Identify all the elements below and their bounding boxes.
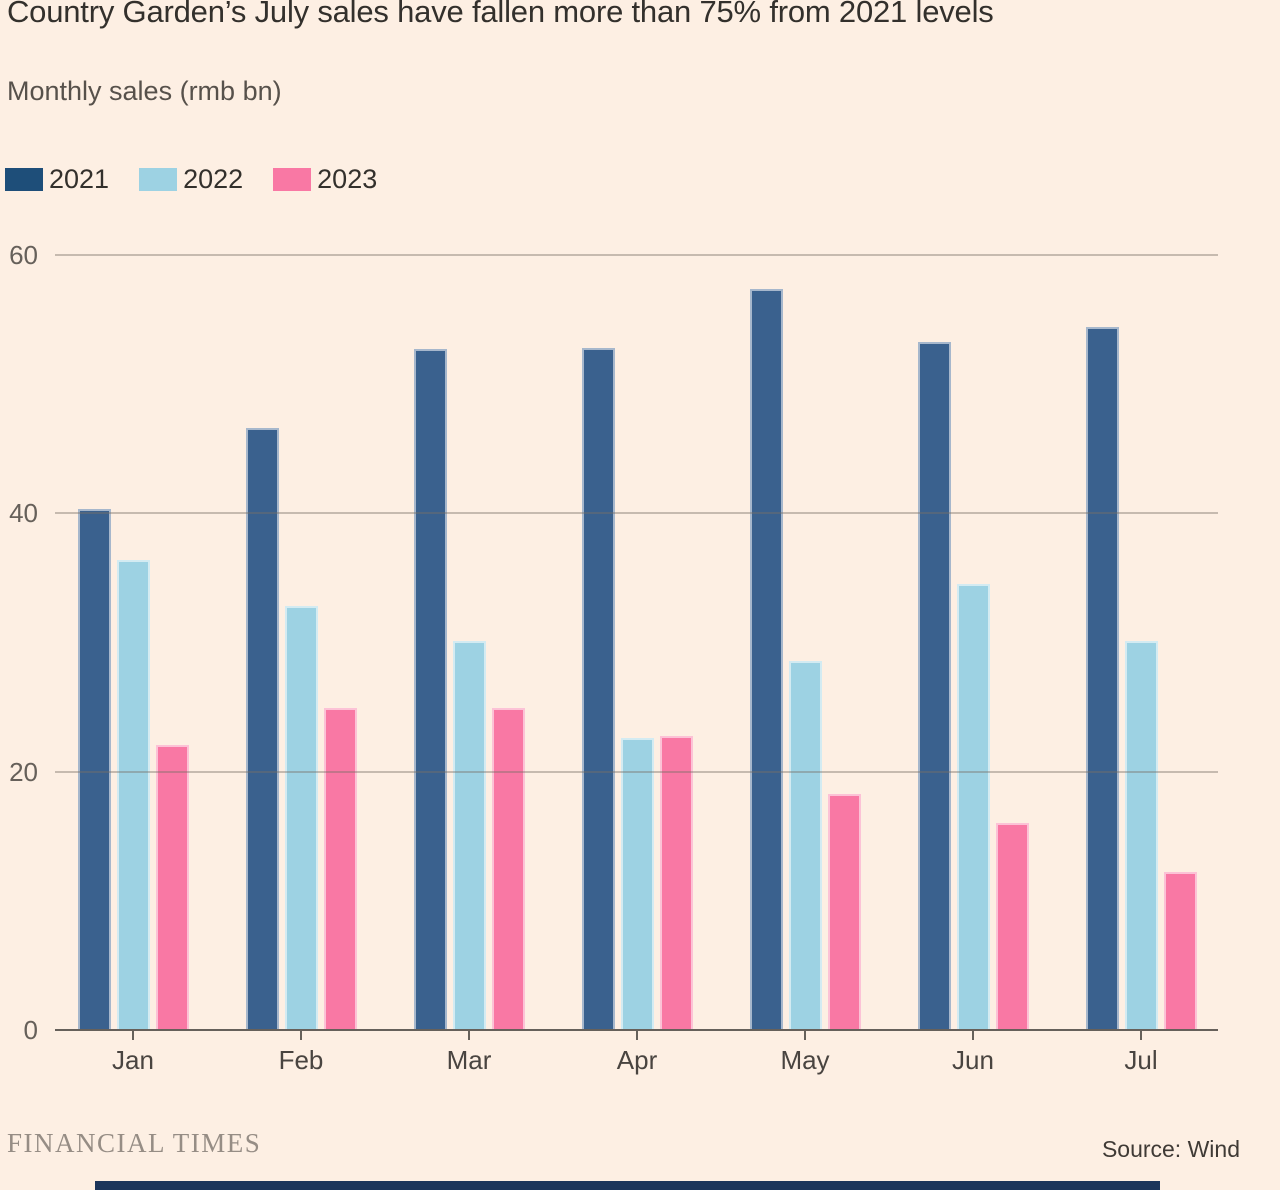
bar-apr-2021: [581, 348, 615, 1030]
x-label-jun: Jun: [952, 1045, 994, 1075]
chart-legend: 2021 2022 2023: [5, 164, 407, 195]
bar-jun-2023: [995, 823, 1029, 1030]
x-label-may: May: [780, 1045, 830, 1075]
legend-item-2023: 2023: [273, 164, 377, 195]
chart-title: Country Garden’s July sales have fallen …: [7, 0, 994, 29]
legend-label: 2021: [49, 164, 110, 194]
x-tick-apr: [636, 1031, 638, 1040]
bar-group-jan: [77, 255, 189, 1030]
bar-jul-2021: [1085, 327, 1119, 1030]
bar-jan-2022: [116, 559, 150, 1030]
bar-jun-2022: [956, 584, 990, 1030]
x-tick-may: [804, 1031, 806, 1040]
bottom-accent-bar: [95, 1181, 1160, 1190]
y-tick-label-20: 20: [9, 756, 38, 787]
x-label-feb: Feb: [278, 1045, 324, 1075]
x-tick-jan: [132, 1031, 134, 1040]
bar-feb-2022: [284, 606, 318, 1030]
legend-swatch-2021: [5, 168, 43, 191]
y-tick-label-60: 60: [9, 240, 38, 270]
bar-group-feb: [245, 255, 357, 1030]
gridline-60: [55, 254, 1218, 256]
financial-times-logo: FINANCIAL TIMES: [7, 1128, 262, 1158]
x-label-mar: Mar: [446, 1045, 492, 1075]
chart-subtitle: Monthly sales (rmb bn): [7, 76, 282, 106]
plot-area: [55, 254, 1218, 1031]
bar-jun-2021: [917, 341, 951, 1030]
bar-feb-2021: [245, 428, 279, 1030]
x-tick-jul: [1140, 1031, 1142, 1040]
x-label-apr: Apr: [616, 1045, 658, 1075]
legend-item-2022: 2022: [139, 164, 243, 195]
bar-jul-2023: [1163, 872, 1197, 1030]
bar-mar-2021: [413, 349, 447, 1030]
bar-jan-2021: [77, 509, 111, 1030]
y-tick-label-0: 0: [23, 1015, 38, 1045]
bar-jan-2023: [155, 744, 189, 1030]
x-label-jan: Jan: [112, 1045, 154, 1075]
x-label-jul: Jul: [1124, 1045, 1158, 1075]
bar-group-may: [749, 255, 861, 1030]
y-tick-label-40: 40: [9, 498, 38, 529]
legend-swatch-2022: [139, 168, 178, 191]
bar-mar-2022: [452, 641, 486, 1030]
bar-may-2021: [749, 288, 783, 1030]
bar-may-2022: [788, 660, 822, 1030]
legend-item-2021: 2021: [5, 164, 109, 195]
bar-group-jun: [917, 255, 1029, 1030]
bar-group-apr: [581, 255, 693, 1030]
x-tick-feb: [300, 1031, 302, 1040]
x-tick-mar: [468, 1031, 470, 1040]
source-label: Source: Wind: [1101, 1136, 1240, 1162]
legend-swatch-2023: [273, 168, 312, 191]
legend-label: 2023: [317, 164, 378, 194]
bar-apr-2022: [620, 738, 654, 1030]
x-tick-jun: [972, 1031, 974, 1040]
bar-jul-2022: [1124, 641, 1158, 1030]
gridline-0: [55, 1029, 1218, 1031]
legend-label: 2022: [183, 164, 244, 194]
bar-group-jul: [1085, 255, 1197, 1030]
bar-mar-2023: [491, 708, 525, 1030]
gridline-20: [55, 770, 1218, 773]
bar-apr-2023: [659, 735, 693, 1030]
bar-group-mar: [413, 255, 525, 1030]
bar-feb-2023: [323, 708, 357, 1030]
gridline-40: [55, 512, 1218, 515]
bar-may-2023: [827, 793, 861, 1030]
